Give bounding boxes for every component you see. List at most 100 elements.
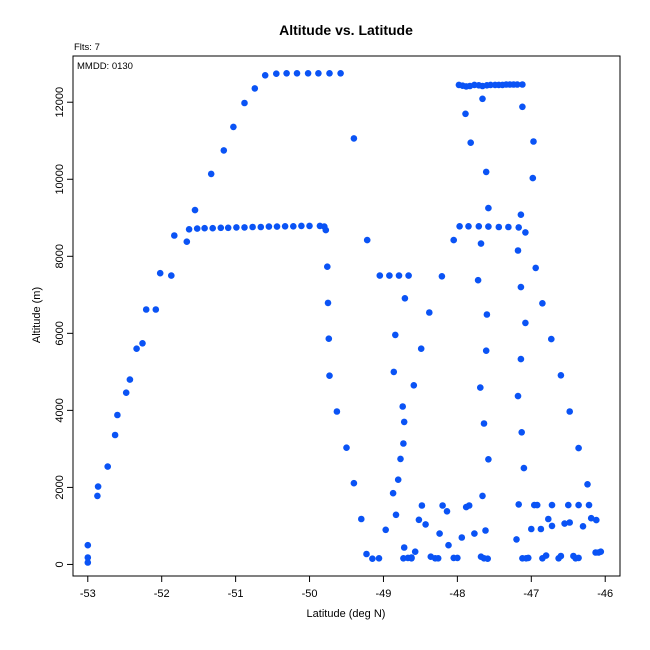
- x-axis: -53 -52 -51 -50 -49 -48 -47 -46: [80, 576, 613, 600]
- y-axis: 0 2000 4000 6000 8000 10000 12000: [54, 87, 73, 568]
- data-point: [324, 299, 332, 307]
- data-point: [224, 224, 232, 232]
- x-tick-label: -46: [597, 588, 613, 600]
- x-tick-label: -51: [228, 588, 244, 600]
- data-point: [513, 536, 520, 543]
- data-point: [171, 232, 178, 239]
- y-tick-label: 0: [54, 561, 66, 567]
- data-point: [443, 508, 451, 515]
- data-point: [400, 440, 407, 447]
- data-point: [579, 523, 587, 530]
- data-point: [84, 541, 92, 549]
- data-point: [350, 135, 358, 142]
- data-point: [519, 103, 526, 111]
- data-point: [358, 515, 365, 523]
- data-point: [505, 223, 512, 231]
- data-point: [465, 502, 473, 509]
- data-point: [207, 170, 215, 178]
- data-point: [405, 272, 412, 279]
- data-point: [528, 525, 535, 533]
- data-point: [557, 552, 565, 560]
- data-point: [304, 70, 312, 77]
- data-point: [283, 70, 290, 77]
- data-point: [483, 311, 491, 318]
- x-axis-label: Latitude (deg N): [307, 608, 386, 620]
- data-point: [251, 85, 259, 92]
- data-point: [584, 481, 591, 488]
- plot-annotation: MMDD: 0130: [77, 61, 133, 72]
- data-point: [363, 236, 371, 244]
- data-point: [168, 272, 175, 279]
- data-point: [185, 226, 193, 233]
- data-point: [325, 335, 333, 343]
- chart-title: Altitude vs. Latitude: [279, 22, 413, 38]
- data-point: [438, 273, 446, 280]
- data-point: [265, 223, 273, 230]
- data-point: [411, 548, 419, 555]
- data-point: [454, 554, 461, 562]
- data-point: [462, 110, 469, 118]
- data-point: [363, 550, 370, 558]
- data-point: [525, 554, 532, 562]
- data-point: [450, 236, 458, 244]
- data-point: [392, 511, 400, 519]
- data-point: [575, 501, 582, 509]
- data-point: [261, 72, 269, 79]
- data-point: [458, 534, 466, 541]
- data-point: [390, 368, 398, 376]
- data-point: [293, 70, 301, 77]
- data-point: [343, 444, 350, 452]
- data-point: [530, 138, 537, 145]
- data-point: [191, 206, 199, 214]
- data-point: [156, 269, 164, 277]
- data-point: [515, 224, 522, 231]
- data-point: [485, 456, 492, 463]
- y-tick-label: 12000: [54, 87, 66, 118]
- data-point: [533, 501, 541, 509]
- data-point: [418, 502, 426, 509]
- data-point: [471, 530, 478, 537]
- data-point: [257, 223, 265, 231]
- data-point: [281, 223, 289, 230]
- data-point: [557, 372, 565, 379]
- data-point: [479, 95, 486, 103]
- data-point: [485, 204, 492, 212]
- data-point: [575, 554, 582, 562]
- chart-subtitle: Flts: 7: [74, 42, 100, 53]
- data-point: [84, 559, 92, 566]
- data-point: [126, 376, 134, 383]
- data-point: [482, 168, 490, 176]
- data-point: [515, 501, 522, 508]
- data-point: [467, 139, 475, 146]
- data-point: [517, 355, 525, 363]
- data-point: [94, 483, 102, 490]
- data-point: [104, 463, 111, 470]
- data-point: [514, 247, 522, 254]
- data-point: [249, 223, 256, 231]
- data-point: [477, 240, 485, 247]
- data-point: [142, 306, 150, 313]
- data-point: [566, 519, 573, 526]
- data-point: [445, 541, 452, 549]
- data-point: [575, 444, 582, 452]
- data-point: [495, 223, 503, 231]
- data-point: [122, 389, 130, 397]
- data-point: [337, 70, 344, 77]
- data-point: [152, 306, 160, 313]
- data-point: [94, 492, 101, 500]
- data-point: [397, 455, 404, 463]
- data-point: [408, 555, 415, 562]
- y-axis-label: Altitude (m): [31, 287, 43, 343]
- data-point: [233, 224, 240, 231]
- data-point: [417, 345, 425, 353]
- data-point: [545, 515, 552, 523]
- data-point: [369, 555, 376, 562]
- data-point: [133, 345, 140, 353]
- data-point: [465, 223, 472, 230]
- data-point: [386, 272, 393, 279]
- data-point: [273, 70, 280, 77]
- y-tick-label: 10000: [54, 164, 66, 195]
- x-tick-label: -50: [302, 588, 318, 600]
- data-point: [561, 520, 568, 527]
- data-point: [522, 319, 529, 327]
